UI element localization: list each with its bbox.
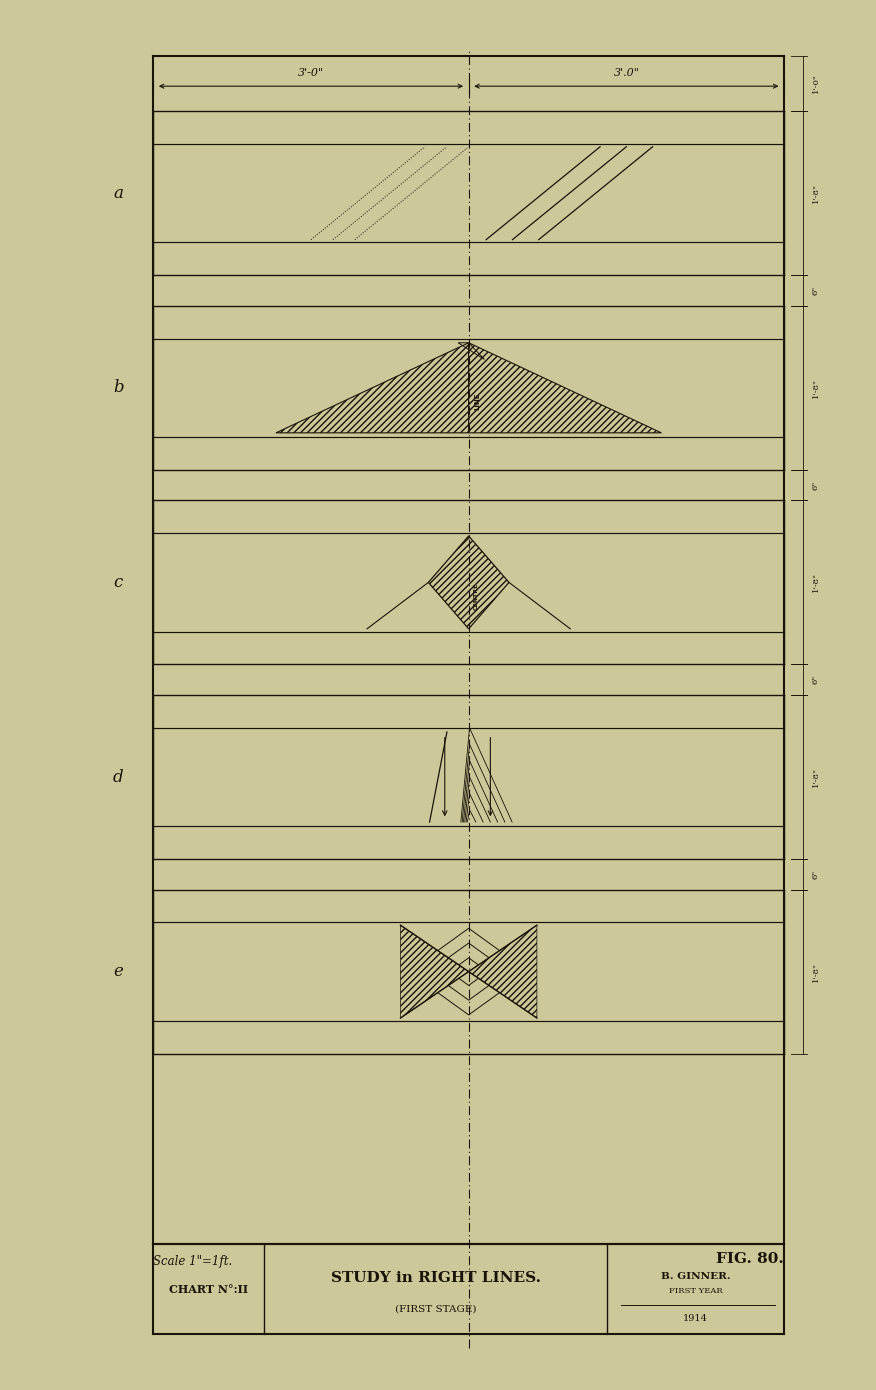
Text: CHART N°:II: CHART N°:II xyxy=(169,1284,248,1294)
Text: 6": 6" xyxy=(811,676,820,684)
Text: 6": 6" xyxy=(811,870,820,878)
Text: FIRST YEAR: FIRST YEAR xyxy=(669,1287,723,1294)
Polygon shape xyxy=(469,926,537,1017)
Polygon shape xyxy=(428,537,509,628)
Text: 3'-0": 3'-0" xyxy=(298,68,324,78)
Polygon shape xyxy=(469,343,661,432)
Text: d: d xyxy=(113,769,124,785)
Text: FIG. 80.: FIG. 80. xyxy=(717,1252,784,1266)
Text: 1'-0": 1'-0" xyxy=(811,74,820,93)
Text: 6": 6" xyxy=(811,286,820,295)
Text: 1'-8": 1'-8" xyxy=(811,962,820,981)
Text: a: a xyxy=(113,185,124,202)
Text: 1'-8": 1'-8" xyxy=(811,767,820,787)
Text: 1'-8": 1'-8" xyxy=(811,573,820,592)
Text: b: b xyxy=(113,379,124,396)
Text: CENTRE: CENTRE xyxy=(474,582,479,610)
Text: 1914: 1914 xyxy=(683,1314,708,1323)
Text: STUDY in RIGHT LINES.: STUDY in RIGHT LINES. xyxy=(330,1270,540,1286)
Text: (FIRST STAGE): (FIRST STAGE) xyxy=(395,1304,477,1314)
Text: 6": 6" xyxy=(811,481,820,489)
Text: B. GINNER.: B. GINNER. xyxy=(661,1272,731,1282)
Text: 3'.0": 3'.0" xyxy=(613,68,639,78)
Text: 1'-8": 1'-8" xyxy=(811,183,820,203)
Polygon shape xyxy=(469,733,512,821)
Polygon shape xyxy=(276,343,469,432)
Text: e: e xyxy=(113,963,124,980)
Text: Scale 1"=1ft.: Scale 1"=1ft. xyxy=(153,1255,232,1268)
Text: LINE: LINE xyxy=(474,393,480,410)
Polygon shape xyxy=(400,926,469,1017)
Text: c: c xyxy=(114,574,123,591)
Text: 1'-8": 1'-8" xyxy=(811,378,820,398)
